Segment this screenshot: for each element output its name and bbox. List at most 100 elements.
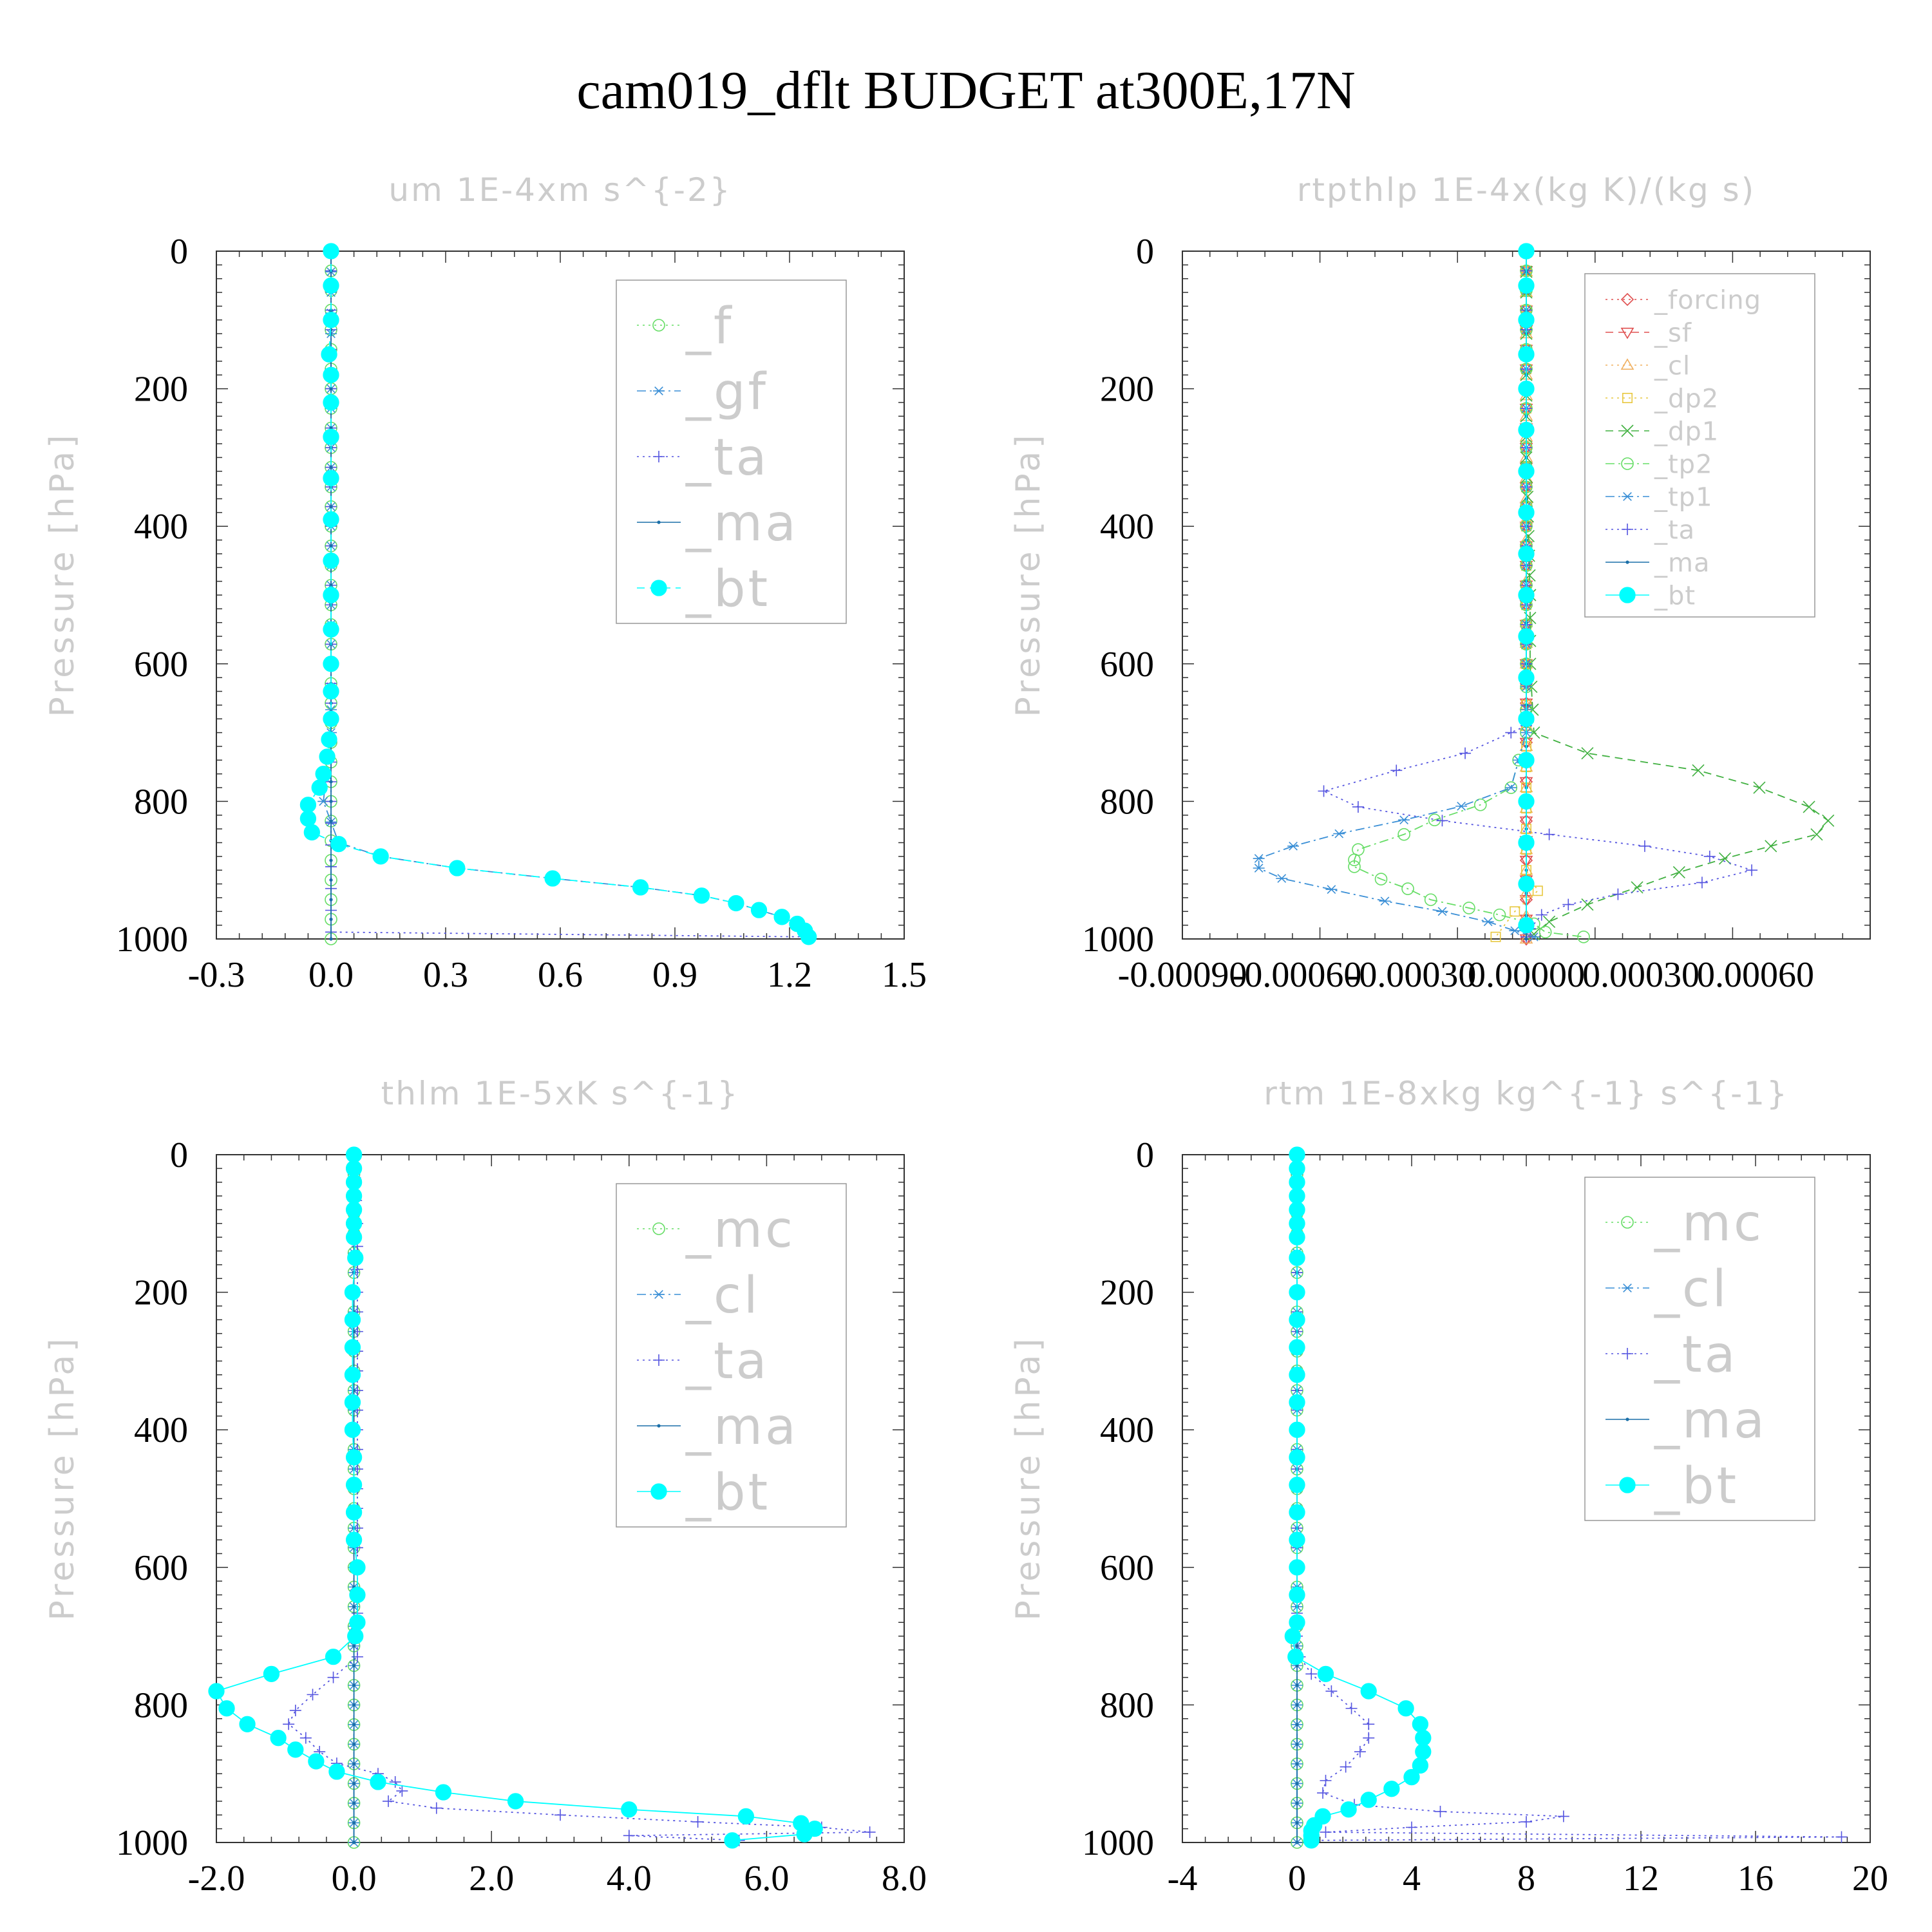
x-tick-label: -4	[1168, 1859, 1198, 1899]
data-point	[724, 1832, 741, 1849]
chart-panel-2: rtpthlp 1E-4x(kg K)/(kg s) Pressure [hPa]…	[1009, 171, 1871, 995]
legend-label: _dp2	[1654, 384, 1719, 413]
data-point	[1345, 1702, 1358, 1714]
data-point	[345, 1531, 363, 1548]
data-point	[323, 656, 339, 672]
series-line-bt	[1292, 1155, 1424, 1841]
data-point	[796, 1826, 813, 1842]
y-tick-label: 600	[134, 1548, 188, 1588]
data-point	[349, 1559, 366, 1576]
data-point	[329, 819, 333, 823]
data-point	[345, 1476, 363, 1493]
data-point	[1581, 898, 1594, 911]
legend-label: _dp1	[1654, 417, 1719, 446]
data-point	[1253, 854, 1265, 863]
data-point	[1253, 864, 1265, 873]
data-point	[1434, 1805, 1446, 1817]
legend-marker	[1622, 524, 1633, 535]
data-point	[1360, 1683, 1377, 1700]
data-point	[299, 810, 317, 827]
data-point	[1352, 800, 1364, 813]
data-point	[1518, 422, 1535, 439]
x-tick-label: 0.00000	[1468, 955, 1585, 995]
data-point	[344, 1311, 361, 1328]
data-point	[1289, 1504, 1305, 1521]
legend-marker	[650, 580, 667, 596]
data-point	[449, 860, 466, 876]
data-point	[1672, 866, 1685, 878]
data-point	[1295, 1821, 1299, 1825]
y-tick-label: 200	[134, 1273, 188, 1313]
y-tick-label: 1000	[1082, 920, 1154, 960]
data-point	[1289, 1249, 1305, 1266]
data-point	[1289, 1586, 1305, 1604]
data-point	[329, 583, 333, 587]
y-tick-label: 200	[1100, 1273, 1154, 1313]
data-point	[1482, 917, 1494, 927]
data-point	[1638, 840, 1651, 852]
data-point	[345, 1188, 363, 1204]
legend-label: _ma	[685, 495, 799, 553]
y-tick-label: 600	[134, 645, 188, 685]
y-tick-label: 800	[1100, 782, 1154, 822]
data-point	[1348, 853, 1361, 866]
legend-marker	[1625, 560, 1629, 564]
data-point	[1289, 1229, 1305, 1245]
y-tick-label: 800	[134, 782, 188, 822]
data-point	[270, 1730, 287, 1747]
data-point	[1303, 1832, 1320, 1849]
data-point	[1753, 781, 1766, 794]
data-point	[345, 1229, 363, 1245]
data-point	[773, 909, 790, 925]
data-point	[1320, 1774, 1332, 1786]
data-point	[1412, 1757, 1429, 1774]
data-point	[347, 1249, 364, 1266]
data-point	[372, 848, 389, 865]
legend-label: _gf	[685, 363, 768, 421]
series-line-tp1	[1258, 251, 1535, 938]
data-point	[299, 797, 317, 813]
data-point	[352, 1703, 356, 1707]
series-markers-tp1	[1253, 247, 1540, 942]
data-point	[1374, 873, 1388, 886]
series-markers-bt	[208, 1146, 823, 1849]
legend-marker	[653, 386, 665, 395]
data-point	[1289, 1283, 1305, 1301]
legend-marker	[653, 1290, 665, 1299]
x-tick-label: 0.00030	[1582, 955, 1700, 995]
y-tick-label: 200	[134, 370, 188, 410]
data-point	[1692, 764, 1705, 777]
data-point	[1295, 1781, 1299, 1786]
y-tick-label: 1000	[116, 1823, 188, 1863]
data-point	[389, 1776, 401, 1788]
data-point	[1436, 815, 1448, 827]
data-point	[383, 1795, 394, 1807]
data-point	[1397, 1700, 1414, 1717]
data-point	[544, 870, 561, 887]
data-point	[1415, 1743, 1432, 1760]
data-point	[1289, 1339, 1305, 1356]
data-point	[328, 1763, 345, 1780]
data-point	[692, 1815, 704, 1828]
data-point	[321, 346, 337, 363]
data-point	[329, 387, 333, 391]
y-tick-label: 800	[134, 1685, 188, 1725]
data-point	[329, 878, 333, 882]
legend-marker	[657, 520, 661, 524]
legend-label: _cl	[1654, 1260, 1729, 1318]
y-axis-label: Pressure [hPa]	[1009, 431, 1048, 717]
data-point	[1289, 1394, 1305, 1411]
data-point	[352, 1801, 356, 1805]
legend-label: _ma	[1654, 548, 1710, 578]
x-tick-label: 20	[1852, 1859, 1888, 1899]
data-point	[1518, 346, 1535, 363]
legend-label: _f	[685, 298, 734, 355]
y-tick-label: 600	[1100, 1548, 1154, 1588]
data-point	[800, 929, 817, 945]
x-tick-label: 0.0	[332, 1859, 377, 1899]
data-point	[1287, 841, 1300, 851]
data-point	[299, 1732, 312, 1744]
panel-title: rtm 1E-8xkg kg^{-1} s^{-1}	[1264, 1075, 1789, 1112]
data-point	[329, 466, 333, 469]
